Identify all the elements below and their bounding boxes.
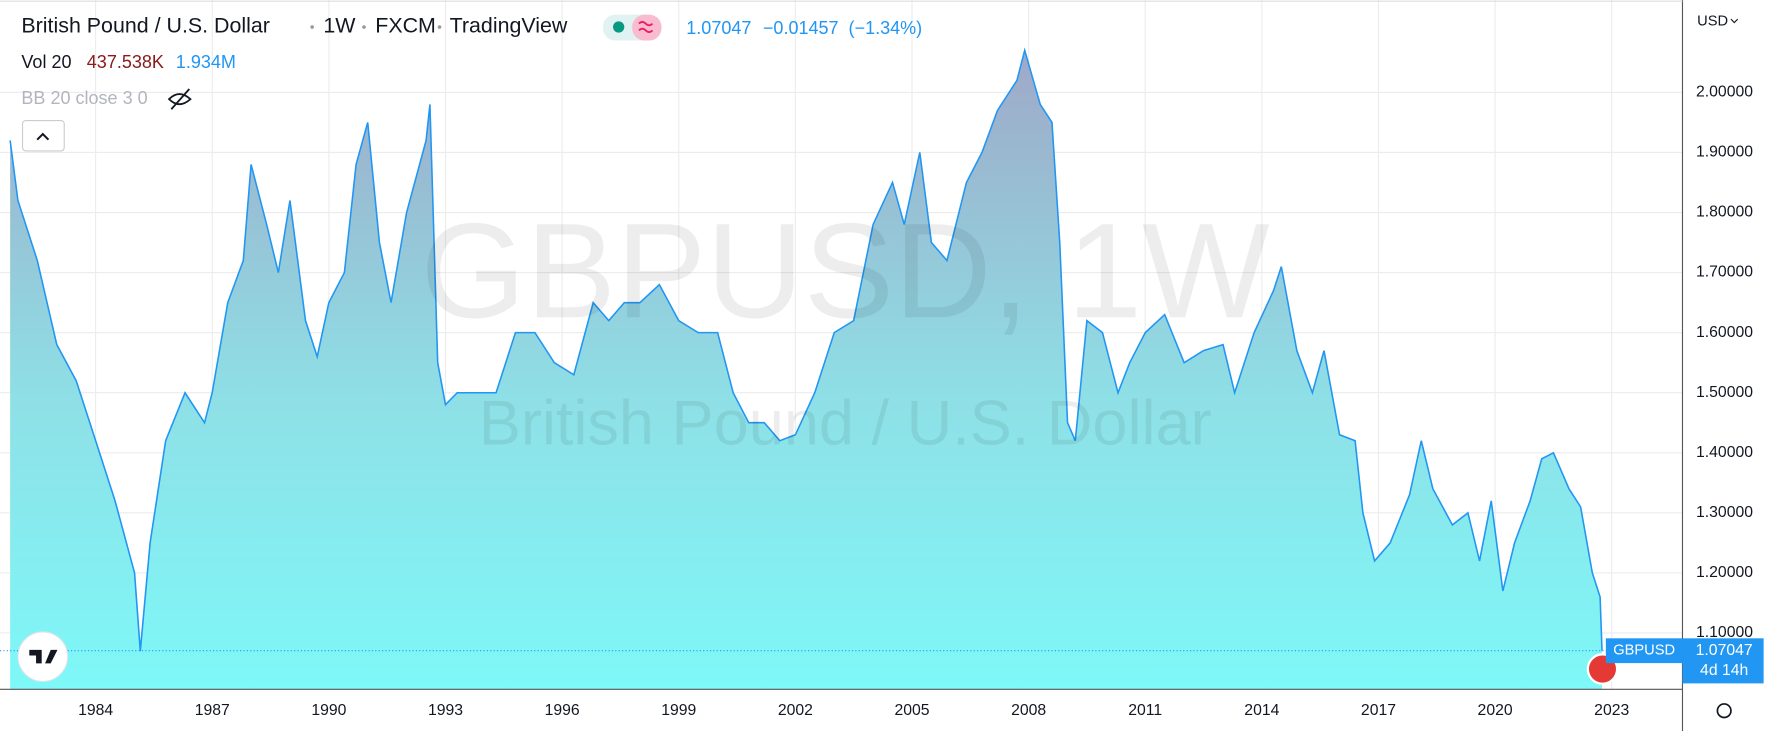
chevron bbox=[36, 132, 50, 141]
x-tick-label: 1996 bbox=[545, 702, 580, 719]
tv-logo-mark bbox=[29, 649, 58, 664]
symbol-tag-label: GBPUSD bbox=[1613, 643, 1675, 659]
plot bbox=[0, 47, 1683, 690]
x-tick-label: 2014 bbox=[1244, 702, 1279, 719]
source: TradingView bbox=[450, 14, 568, 38]
hide-icon[interactable] bbox=[167, 88, 192, 110]
bb-name[interactable]: BB 20 close 3 0 bbox=[21, 88, 147, 108]
symbol-tag bbox=[1605, 638, 1683, 664]
x-tick-label: 2002 bbox=[778, 702, 813, 719]
volume-ma: 1.934M bbox=[176, 52, 236, 72]
delay-icon bbox=[638, 21, 654, 33]
y-tick-label: 1.80000 bbox=[1696, 204, 1753, 221]
header-price: 1.07047 bbox=[686, 18, 751, 38]
currency[interactable]: USD bbox=[1697, 13, 1728, 29]
price-tags: GBPUSD 1.07047 4d 14h bbox=[1605, 638, 1764, 684]
header-change: −0.01457 bbox=[763, 18, 839, 38]
area-fill bbox=[10, 50, 1603, 690]
x-tick-label: 2008 bbox=[1011, 702, 1046, 719]
symbol-name[interactable]: British Pound / U.S. Dollar bbox=[21, 14, 270, 38]
volume-value: 437.538K bbox=[87, 52, 164, 72]
interval[interactable]: 1W bbox=[323, 14, 356, 38]
y-tick-label: 1.40000 bbox=[1696, 444, 1753, 461]
price-tag-label: 1.07047 bbox=[1696, 642, 1753, 659]
header-change-percent: (−1.34%) bbox=[849, 18, 923, 38]
x-tick-label: 1987 bbox=[195, 702, 230, 719]
y-tick-label: 1.10000 bbox=[1696, 624, 1753, 641]
currency-chevron bbox=[1730, 18, 1739, 24]
price-tag bbox=[1682, 638, 1764, 684]
x-tick-label: 1999 bbox=[661, 702, 696, 719]
y-tick-label: 1.50000 bbox=[1696, 384, 1753, 401]
countdown-label: 4d 14h bbox=[1700, 662, 1748, 679]
y-tick-label: 1.90000 bbox=[1696, 144, 1753, 161]
exchange: FXCM bbox=[375, 14, 436, 38]
y-tick-label: 2.00000 bbox=[1696, 84, 1753, 101]
y-tick-label: 1.60000 bbox=[1696, 324, 1753, 341]
x-tick-label: 1984 bbox=[78, 702, 113, 719]
watermark-symbol: GBPUSD, 1W bbox=[421, 195, 1270, 346]
x-tick-label: 2011 bbox=[1128, 702, 1162, 719]
separator bbox=[310, 25, 314, 29]
settings-icon[interactable] bbox=[1716, 703, 1732, 719]
x-tick-label: 1993 bbox=[428, 702, 463, 719]
eye-slash bbox=[170, 88, 190, 110]
market-open-dot bbox=[613, 21, 625, 33]
y-tick-label: 1.70000 bbox=[1696, 264, 1753, 281]
x-tick-label: 2005 bbox=[894, 702, 929, 719]
eye bbox=[167, 93, 192, 106]
tv-logo[interactable] bbox=[17, 631, 69, 683]
x-tick-label: 2017 bbox=[1361, 702, 1396, 719]
x-tick-label: 2020 bbox=[1478, 702, 1513, 719]
separator bbox=[437, 25, 442, 29]
separator bbox=[362, 25, 366, 29]
x-tick-label: 1990 bbox=[311, 702, 346, 719]
price-line bbox=[9, 47, 1603, 652]
watermark-description: British Pound / U.S. Dollar bbox=[479, 389, 1212, 459]
volume-name[interactable]: Vol 20 bbox=[21, 52, 71, 72]
y-tick-label: 1.30000 bbox=[1696, 504, 1753, 521]
delay-badge[interactable] bbox=[632, 14, 662, 41]
y-tick-label: 1.20000 bbox=[1696, 564, 1753, 581]
x-tick-label: 2023 bbox=[1594, 702, 1629, 719]
